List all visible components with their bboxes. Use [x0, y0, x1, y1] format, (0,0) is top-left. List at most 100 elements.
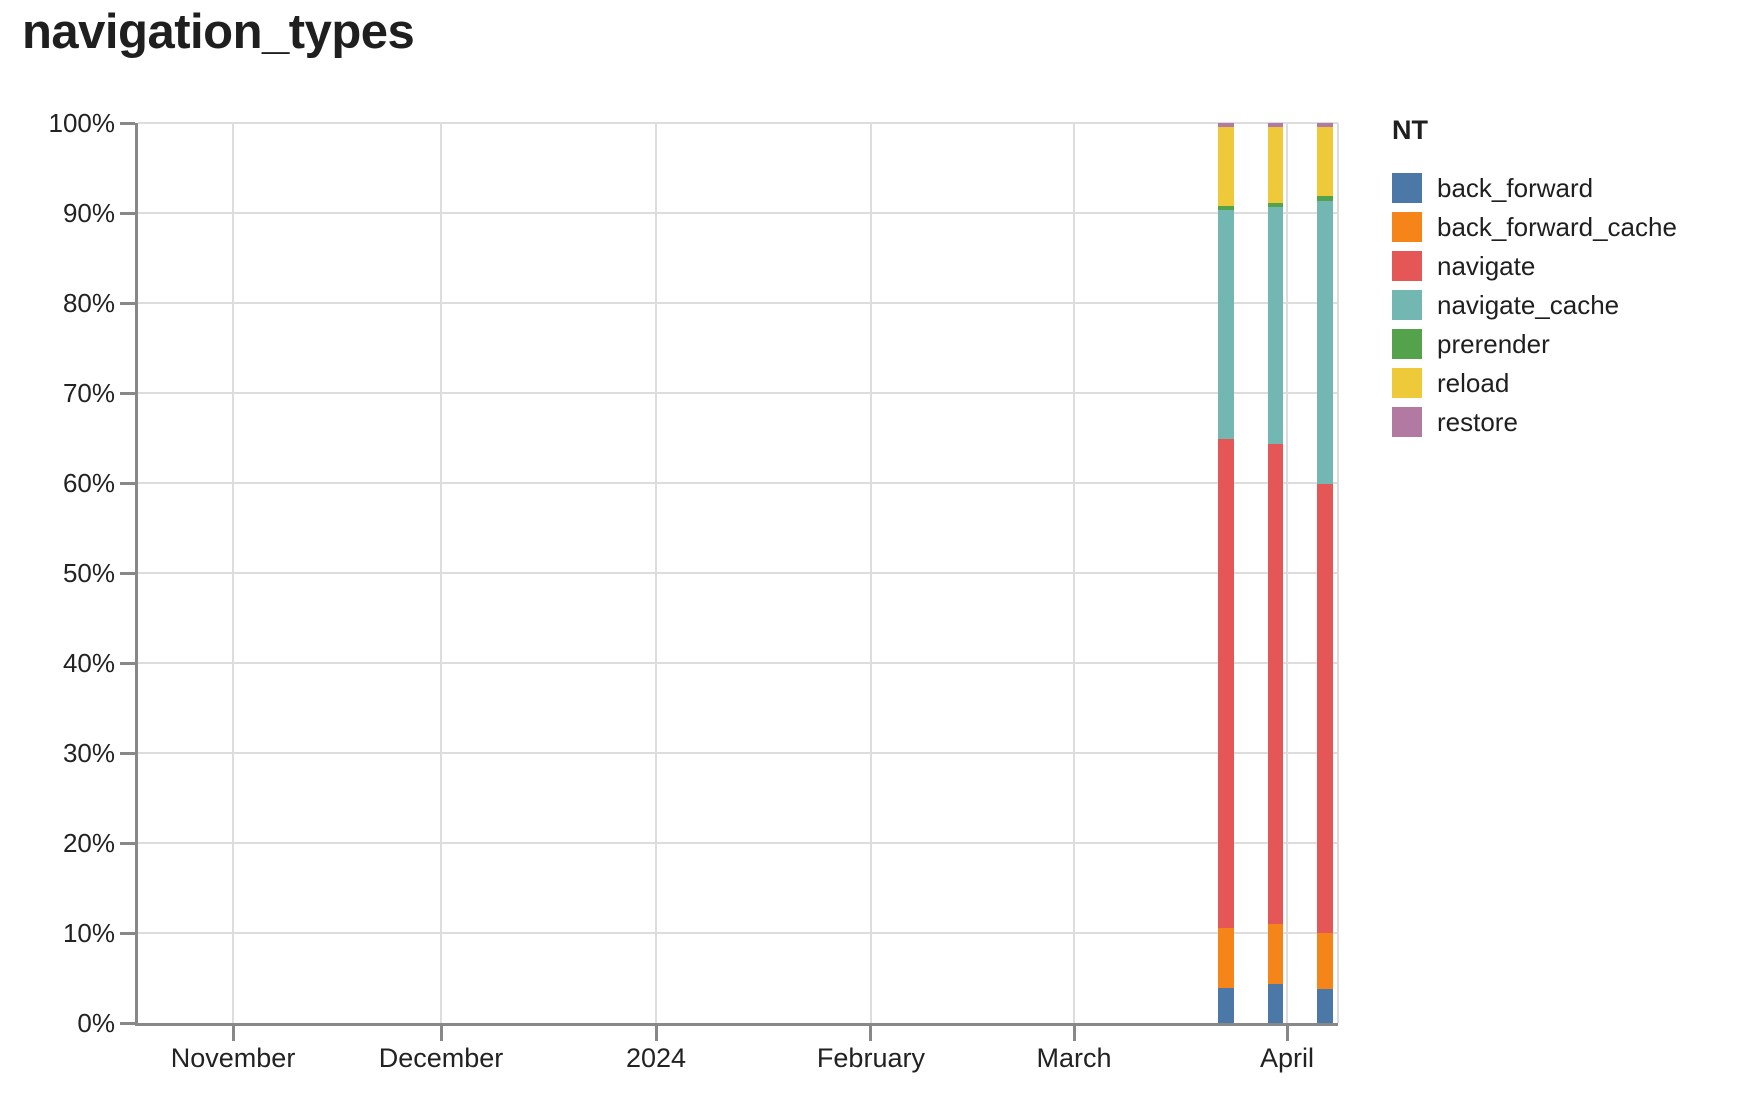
y-tick-mark: [120, 391, 135, 395]
x-tick-mark: [439, 1026, 443, 1041]
y-tick-mark: [120, 1021, 135, 1025]
gridline-horizontal: [138, 572, 1338, 574]
gridline-horizontal: [138, 392, 1338, 394]
x-tick-mark: [654, 1026, 658, 1041]
x-tick-label: December: [378, 1043, 504, 1073]
legend-label: back_forward_cache: [1437, 212, 1677, 242]
y-tick-mark: [120, 301, 135, 305]
bar-segment-prerender[interactable]: [1217, 205, 1234, 211]
x-tick-mark: [1072, 1026, 1076, 1041]
legend-swatch-icon: [1392, 290, 1422, 320]
gridline-vertical: [869, 123, 872, 1023]
gridline-horizontal: [138, 122, 1338, 124]
bar-segment-back_forward[interactable]: [1316, 988, 1333, 1023]
legend-swatch-icon: [1392, 407, 1422, 437]
bar-segment-back_forward[interactable]: [1267, 984, 1284, 1023]
y-tick-mark: [120, 841, 135, 845]
legend-item-navigate_cache[interactable]: navigate_cache: [1392, 290, 1677, 320]
y-tick-mark: [120, 751, 135, 755]
x-tick-label: 2024: [625, 1043, 687, 1073]
gridline-horizontal: [138, 932, 1338, 934]
legend-swatch-icon: [1392, 329, 1422, 359]
legend-item-back_forward[interactable]: back_forward: [1392, 173, 1677, 203]
bar-segment-navigate[interactable]: [1316, 483, 1333, 933]
gridline-horizontal: [138, 302, 1338, 304]
x-tick-mark: [231, 1026, 235, 1041]
legend-item-navigate[interactable]: navigate: [1392, 251, 1677, 281]
plot-area: 0% 10% 20% 30% 40% 50% 60% 70% 80% 90% 100% Novembe…: [49, 110, 1339, 1072]
bar-segment-navigate_cache[interactable]: [1316, 201, 1333, 484]
legend-item-prerender[interactable]: prerender: [1392, 329, 1677, 359]
bar-segment-navigate_cache[interactable]: [1217, 210, 1234, 439]
y-tick-label: 90%: [62, 198, 115, 228]
y-axis-line: [135, 123, 138, 1023]
bar-segment-reload[interactable]: [1217, 126, 1234, 206]
x-axis-line: [135, 1023, 1338, 1026]
legend-item-reload[interactable]: reload: [1392, 368, 1677, 398]
legend-label: prerender: [1437, 329, 1550, 359]
legend-swatch-icon: [1392, 173, 1422, 203]
x-tick-label: February: [816, 1043, 925, 1073]
y-tick-label: 70%: [62, 378, 115, 408]
legend-label: reload: [1437, 368, 1510, 398]
bar-segment-prerender[interactable]: [1267, 203, 1284, 207]
gridline-vertical: [1286, 123, 1288, 1023]
legend-label: restore: [1437, 407, 1518, 437]
bar-segment-navigate_cache[interactable]: [1267, 206, 1284, 445]
gridline-vertical: [440, 123, 442, 1023]
gridline-vertical: [1073, 123, 1075, 1023]
legend-title: NT: [1392, 115, 1428, 145]
y-tick-label: 20%: [62, 828, 115, 858]
bar-segment-back_forward_cache[interactable]: [1217, 927, 1234, 988]
y-tick-mark: [120, 121, 135, 125]
legend-swatch-icon: [1392, 368, 1422, 398]
bar-segment-restore[interactable]: [1217, 123, 1234, 127]
y-tick-mark: [120, 211, 135, 215]
bar-segment-back_forward_cache[interactable]: [1267, 924, 1284, 985]
x-tick-label: March: [1036, 1043, 1112, 1073]
gridline-horizontal: [138, 842, 1338, 844]
chart-title: navigation_types: [22, 5, 415, 59]
y-tick-label: 60%: [62, 468, 115, 498]
legend-items: back_forward back_forward_cache navigate na…: [1392, 173, 1677, 437]
bar-segment-back_forward_cache[interactable]: [1316, 933, 1333, 989]
y-tick-mark: [120, 661, 135, 665]
y-tick-label: 100%: [48, 108, 116, 138]
y-tick-label: 10%: [62, 918, 115, 948]
bar-segment-navigate[interactable]: [1267, 444, 1284, 924]
gridline-horizontal: [138, 212, 1338, 214]
y-tick-mark: [120, 931, 135, 935]
y-tick-label: 80%: [62, 288, 115, 318]
bar-segment-prerender[interactable]: [1316, 195, 1333, 202]
bar-segment-restore[interactable]: [1316, 123, 1333, 127]
legend-label: navigate_cache: [1437, 290, 1620, 320]
legend-label: back_forward: [1437, 173, 1594, 203]
legend-item-back_forward_cache[interactable]: back_forward_cache: [1392, 212, 1677, 242]
x-tick-label: November: [170, 1043, 296, 1073]
y-tick-mark: [120, 481, 135, 485]
gridline-horizontal: [138, 752, 1338, 754]
bar-segment-reload[interactable]: [1267, 126, 1284, 204]
gridline-horizontal: [138, 662, 1338, 664]
bar-segment-navigate[interactable]: [1217, 438, 1234, 928]
y-tick-label: 0%: [77, 1008, 115, 1038]
y-tick-label: 50%: [62, 558, 115, 588]
legend-item-restore[interactable]: restore: [1392, 407, 1677, 437]
legend-label: navigate: [1437, 251, 1536, 281]
x-tick-mark: [1285, 1026, 1289, 1041]
gridline-horizontal: [138, 482, 1338, 484]
legend-swatch-icon: [1392, 212, 1422, 242]
x-tick-label: April: [1259, 1043, 1314, 1073]
bar-segment-back_forward[interactable]: [1217, 987, 1234, 1023]
x-tick-mark: [869, 1026, 873, 1041]
gridline-vertical: [655, 123, 658, 1023]
gridline-vertical: [232, 123, 235, 1023]
bar-segment-reload[interactable]: [1316, 126, 1333, 196]
y-tick-mark: [120, 571, 135, 575]
gridline-vertical: [1337, 123, 1339, 1023]
y-tick-label: 30%: [62, 738, 115, 768]
legend-swatch-icon: [1392, 251, 1422, 281]
bar-segment-restore[interactable]: [1267, 123, 1284, 127]
